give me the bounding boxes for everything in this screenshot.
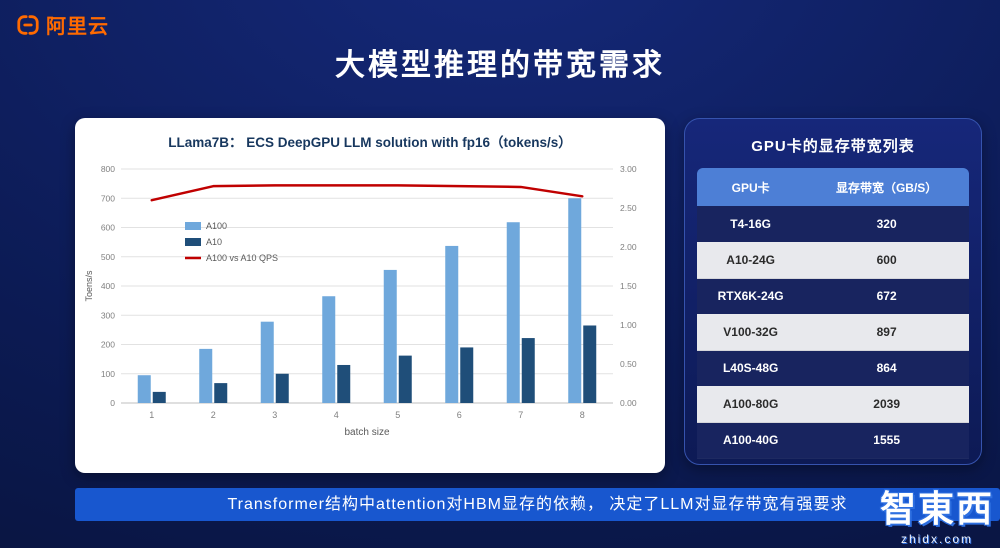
- table-row: V100-32G 897: [697, 314, 969, 351]
- table-cell: 864: [804, 350, 969, 387]
- bar-a100: [137, 375, 151, 403]
- table-row: A10-24G 600: [697, 242, 969, 279]
- zhidx-url: zhidx.com: [900, 532, 973, 546]
- zhidx-watermark: 智東西 zhidx.com: [880, 480, 994, 546]
- bar-a100: [445, 245, 459, 403]
- qps-line: [150, 184, 584, 202]
- legend-swatch-a100: [185, 222, 201, 230]
- footer-text: Transformer结构中attention对HBM显存的依赖， 决定了LLM…: [227, 496, 848, 513]
- table-row: A100-40G 1555: [697, 422, 969, 459]
- table-row: RTX6K-24G 672: [697, 278, 969, 315]
- table-cell: 1555: [804, 422, 969, 459]
- table-cell: A100-40G: [697, 422, 805, 459]
- llm-chart: 0 100 200 300 400 500 600 700 800 0.00 0.50 1.00 1.5…: [84, 164, 637, 438]
- y-axis-left-tick: 400: [101, 281, 115, 291]
- bar-a10: [583, 325, 597, 403]
- x-axis-tick: 3: [272, 410, 277, 420]
- footer-banner: Transformer结构中attention对HBM显存的依赖， 决定了LLM…: [75, 488, 1000, 521]
- table-cell: 672: [804, 278, 969, 315]
- y-axis-right-tick: 2.00: [620, 242, 637, 252]
- alibaba-cloud-logo: 阿里云: [16, 10, 109, 39]
- x-axis-tick: 1: [149, 410, 154, 420]
- table-cell: 897: [804, 314, 969, 351]
- table-cell: L40S-48G: [697, 350, 805, 387]
- gpu-table: GPU卡 显存带宽（GB/S） T4-16G 320 A10-24G 600 RTX6K-…: [697, 168, 969, 459]
- chart-title: LLama7B： ECS DeepGPU LLM solution with f…: [168, 135, 572, 150]
- y-axis-left-tick: 0: [110, 398, 115, 408]
- bar-a100: [322, 296, 336, 403]
- table-header-cell: 显存带宽（GB/S）: [804, 168, 969, 206]
- page-title: 大模型推理的带宽需求: [335, 49, 665, 82]
- panel-title: GPU卡的显存带宽列表: [751, 138, 915, 155]
- table-header-cell: GPU卡: [697, 168, 805, 206]
- x-axis-title: batch size: [344, 427, 389, 438]
- alibaba-cloud-icon: [17, 14, 39, 35]
- table-cell: V100-32G: [697, 314, 805, 351]
- bar-a10: [460, 347, 474, 403]
- x-axis-tick: 7: [518, 410, 523, 420]
- gpu-table-header-row: GPU卡 显存带宽（GB/S）: [697, 168, 969, 206]
- bar-a100: [383, 269, 397, 403]
- table-cell: 2039: [804, 386, 969, 423]
- logo-text: 阿里云: [46, 16, 109, 38]
- y-axis-right-tick: 2.50: [620, 203, 637, 213]
- chart-card: LLama7B： ECS DeepGPU LLM solution with f…: [75, 118, 665, 473]
- legend-label: A10: [206, 237, 222, 247]
- table-cell: 320: [804, 206, 969, 243]
- legend-swatch-a10: [185, 238, 201, 246]
- bar-a10: [214, 383, 228, 403]
- bar-a10: [337, 364, 351, 403]
- bar-a100: [506, 222, 520, 403]
- table-row: T4-16G 320: [697, 206, 969, 243]
- table-row: L40S-48G 864: [697, 350, 969, 387]
- bar-a10: [152, 391, 166, 403]
- table-row: A100-80G 2039: [697, 386, 969, 423]
- y-axis-left-tick: 200: [101, 340, 115, 350]
- table-cell: RTX6K-24G: [697, 278, 805, 315]
- y-axis-left-tick: 500: [101, 252, 115, 262]
- gpu-bandwidth-panel: GPU卡的显存带宽列表 GPU卡 显存带宽（GB/S） T4-16G 320 A10-…: [684, 118, 982, 465]
- y-axis-left-tick: 300: [101, 310, 115, 320]
- x-axis-tick: 8: [580, 410, 585, 420]
- x-axis-tick: 6: [457, 410, 462, 420]
- y-axis-left-tick: 800: [101, 164, 115, 174]
- gpu-table-body: T4-16G 320 A10-24G 600 RTX6K-24G 672 V100-32G 8…: [697, 206, 969, 459]
- bar-a100: [568, 198, 582, 403]
- x-axis-tick: 2: [211, 410, 216, 420]
- bar-a10: [275, 373, 289, 403]
- x-axis-tick: 5: [395, 410, 400, 420]
- y-axis-right-tick: 0.00: [620, 398, 637, 408]
- y-axis-left-tick: 100: [101, 369, 115, 379]
- y-axis-left-tick: 700: [101, 193, 115, 203]
- y-axis-right-tick: 1.50: [620, 281, 637, 291]
- y-axis-title: Toens/s: [84, 270, 94, 302]
- table-cell: 600: [804, 242, 969, 279]
- y-axis-left-tick: 600: [101, 223, 115, 233]
- table-cell: A10-24G: [697, 242, 805, 279]
- zhidx-logo-text: 智東西: [879, 488, 994, 529]
- table-cell: A100-80G: [697, 386, 805, 423]
- y-axis-right-tick: 1.00: [620, 320, 637, 330]
- table-cell: T4-16G: [697, 206, 805, 243]
- x-axis-tick: 4: [334, 410, 339, 420]
- y-axis-right-tick: 0.50: [620, 359, 637, 369]
- bar-a100: [199, 348, 213, 403]
- bar-a100: [260, 321, 274, 403]
- legend-label: A100 vs A10 QPS: [206, 253, 278, 263]
- y-axis-right-tick: 3.00: [620, 164, 637, 174]
- legend-label: A100: [206, 221, 227, 231]
- bar-a10: [398, 355, 412, 403]
- bar-a10: [521, 338, 535, 403]
